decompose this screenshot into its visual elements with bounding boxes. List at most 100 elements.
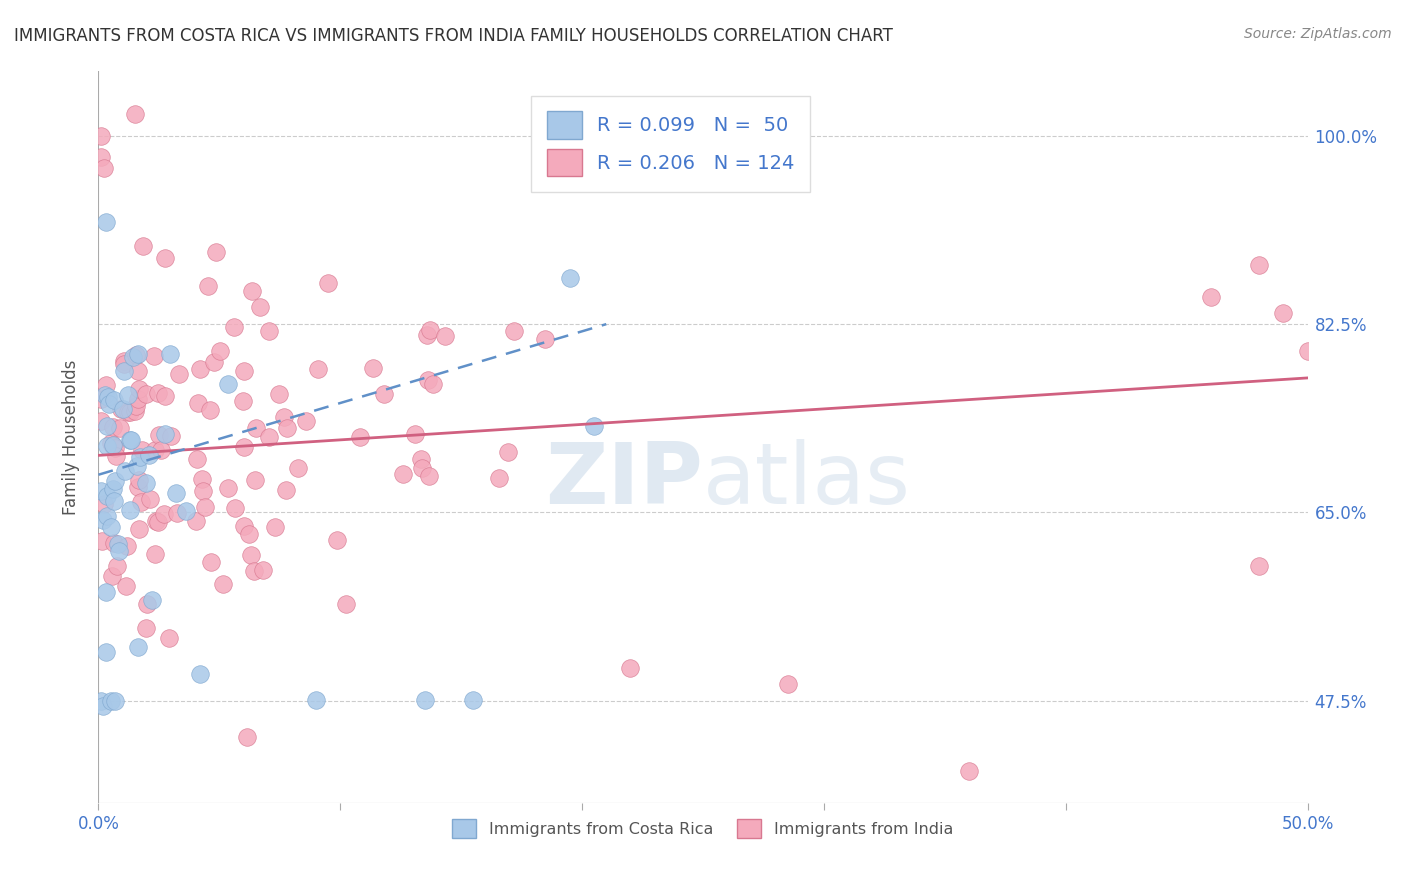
Point: [94, 388, 117, 402]
Point: [115, 579, 138, 593]
Point: [191, 484, 214, 499]
Point: [100, 435, 122, 450]
Point: [132, 238, 155, 252]
Point: [184, 515, 207, 529]
Point: [112, 357, 135, 371]
Point: [174, 504, 197, 518]
Point: [232, 394, 254, 409]
Point: [349, 430, 371, 444]
Point: [404, 427, 426, 442]
Point: [104, 441, 127, 455]
Point: [243, 564, 266, 578]
Point: [143, 547, 166, 561]
Point: [114, 464, 136, 478]
Point: [558, 271, 581, 285]
Point: [202, 355, 225, 369]
Point: [127, 364, 149, 378]
Point: [90, 693, 112, 707]
Point: [392, 467, 415, 481]
Point: [110, 402, 132, 417]
Point: [115, 539, 138, 553]
Point: [100, 520, 122, 534]
Point: [138, 448, 160, 462]
Point: [238, 527, 260, 541]
Point: [233, 440, 256, 454]
Text: Source: ZipAtlas.com: Source: ZipAtlas.com: [1244, 27, 1392, 41]
Point: [1199, 290, 1222, 304]
Point: [90, 392, 112, 406]
Point: [93, 161, 115, 176]
Point: [108, 543, 131, 558]
Legend: Immigrants from Costa Rica, Immigrants from India: Immigrants from Costa Rica, Immigrants f…: [444, 811, 962, 846]
Point: [236, 731, 259, 745]
Point: [105, 558, 128, 573]
Point: [112, 402, 135, 417]
Point: [187, 395, 209, 409]
Point: [249, 300, 271, 314]
Point: [1272, 306, 1295, 320]
Point: [167, 367, 190, 381]
Point: [104, 449, 127, 463]
Point: [583, 419, 606, 434]
Point: [127, 480, 149, 494]
Point: [101, 569, 124, 583]
Point: [128, 522, 150, 536]
Point: [101, 439, 124, 453]
Text: atlas: atlas: [703, 440, 911, 523]
Point: [148, 428, 170, 442]
Point: [1249, 258, 1271, 272]
Text: ZIP: ZIP: [546, 440, 703, 523]
Point: [128, 382, 150, 396]
Point: [94, 377, 117, 392]
Point: [188, 362, 211, 376]
Point: [117, 405, 139, 419]
Point: [142, 349, 165, 363]
Point: [373, 387, 395, 401]
Point: [418, 373, 440, 387]
Point: [120, 503, 142, 517]
Point: [305, 692, 328, 706]
Point: [124, 107, 146, 121]
Point: [463, 692, 485, 706]
Point: [222, 320, 245, 334]
Point: [263, 519, 285, 533]
Point: [94, 215, 117, 229]
Point: [232, 519, 254, 533]
Point: [165, 486, 187, 500]
Point: [112, 364, 135, 378]
Point: [121, 350, 143, 364]
Point: [418, 469, 440, 483]
Point: [224, 500, 246, 515]
Point: [212, 576, 235, 591]
Point: [124, 404, 146, 418]
Point: [361, 360, 384, 375]
Point: [197, 278, 219, 293]
Point: [136, 597, 159, 611]
Point: [287, 461, 309, 475]
Point: [488, 470, 510, 484]
Point: [131, 442, 153, 457]
Point: [416, 328, 439, 343]
Point: [186, 452, 208, 467]
Point: [96, 489, 118, 503]
Point: [112, 354, 135, 368]
Point: [153, 389, 176, 403]
Point: [96, 439, 118, 453]
Point: [307, 362, 329, 376]
Point: [103, 535, 125, 549]
Point: [90, 413, 112, 427]
Point: [534, 332, 557, 346]
Point: [103, 494, 125, 508]
Point: [135, 387, 157, 401]
Point: [90, 128, 112, 143]
Point: [97, 390, 120, 404]
Point: [127, 640, 149, 654]
Point: [141, 593, 163, 607]
Point: [411, 452, 433, 467]
Point: [335, 597, 357, 611]
Point: [245, 420, 267, 434]
Point: [127, 347, 149, 361]
Point: [295, 414, 318, 428]
Point: [100, 693, 122, 707]
Point: [252, 563, 274, 577]
